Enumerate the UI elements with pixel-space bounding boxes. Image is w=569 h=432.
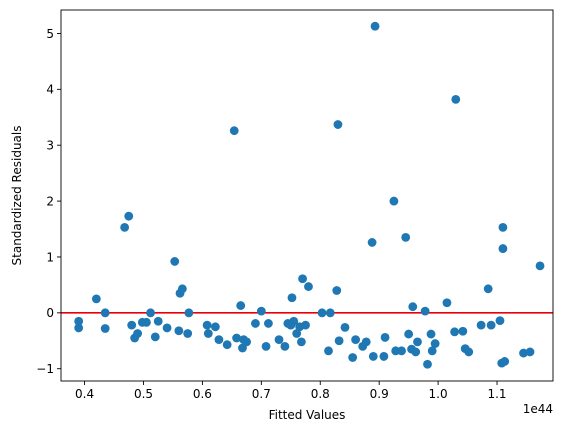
data-point [184,308,193,317]
data-point [101,324,110,333]
data-point [397,346,406,355]
data-point [318,308,327,317]
data-point [297,337,306,346]
data-point [408,302,417,311]
x-tick-label: 1.1 [487,387,506,401]
data-point [443,298,452,307]
data-point [183,329,192,338]
data-point [230,126,239,135]
data-point [499,244,508,253]
data-point [236,301,245,310]
data-point [242,337,251,346]
data-point [401,233,410,242]
data-point [351,335,360,344]
data-point [348,353,357,362]
data-point [390,197,399,206]
data-point [421,307,430,316]
data-point [381,333,390,342]
data-point [120,223,129,232]
data-point [127,321,136,330]
data-point [211,322,220,331]
x-axis-offset-text: 1e44 [523,402,553,416]
data-point [298,274,307,283]
data-point [288,293,297,302]
x-tick-label: 0.6 [193,387,212,401]
data-point [335,336,344,345]
data-point [536,262,545,271]
data-point [369,352,378,361]
data-point [146,308,155,317]
data-point [264,319,273,328]
data-point [124,212,133,221]
data-point [499,223,508,232]
data-point [304,282,313,291]
data-point [371,22,380,31]
data-point [251,319,260,328]
y-tick-label: 2 [46,194,54,208]
data-point [334,120,343,129]
data-point [458,327,467,336]
data-point [275,335,284,344]
data-point [74,324,83,333]
y-tick-label: 0 [46,306,54,320]
y-tick-label: 5 [46,27,54,41]
data-point [451,95,460,104]
data-point [174,326,183,335]
x-tick-label: 0.7 [252,387,271,401]
data-point [151,332,160,341]
x-tick-label: 0.9 [370,387,389,401]
data-point [142,318,151,327]
y-tick-label: 3 [46,139,54,153]
data-point [203,321,212,330]
data-point [101,308,110,317]
x-axis-ticks: 0.4 0.5 0.6 0.7 0.8 0.9 1.0 1.1 [75,381,507,401]
data-point [413,337,422,346]
data-point [223,340,232,349]
data-point [411,348,420,357]
x-axis-label: Fitted Values [269,408,346,422]
data-point [379,352,388,361]
data-point [404,330,413,339]
data-point [257,307,266,316]
data-point [324,346,333,355]
data-point [477,321,486,330]
x-tick-label: 1.0 [429,387,448,401]
y-axis-ticks: −1 0 1 2 3 4 5 [36,27,61,376]
data-point [163,324,172,333]
y-tick-label: 4 [46,83,54,97]
data-point [496,316,505,325]
x-tick-label: 0.8 [311,387,330,401]
data-point [487,321,496,330]
data-point [262,342,271,351]
data-point [133,329,142,338]
data-point [326,308,335,317]
x-tick-label: 0.5 [134,387,153,401]
data-point [215,335,224,344]
data-point [170,257,179,266]
data-point [341,323,350,332]
y-tick-label: 1 [46,250,54,264]
data-point [362,337,371,346]
data-point [154,317,163,326]
data-point [281,342,290,351]
y-axis-label: Standardized Residuals [10,126,24,266]
data-point [92,294,101,303]
y-tick-label: −1 [36,362,54,376]
data-point [484,284,493,293]
data-point [500,357,509,366]
data-point [431,339,440,348]
data-point [204,329,213,338]
data-point [464,348,473,357]
data-point [427,330,436,339]
data-point [368,238,377,247]
data-point [301,321,310,330]
data-point [526,348,535,357]
data-point [178,284,187,293]
data-point [423,360,432,369]
data-point [450,327,459,336]
x-tick-label: 0.4 [75,387,94,401]
data-point [332,286,341,295]
